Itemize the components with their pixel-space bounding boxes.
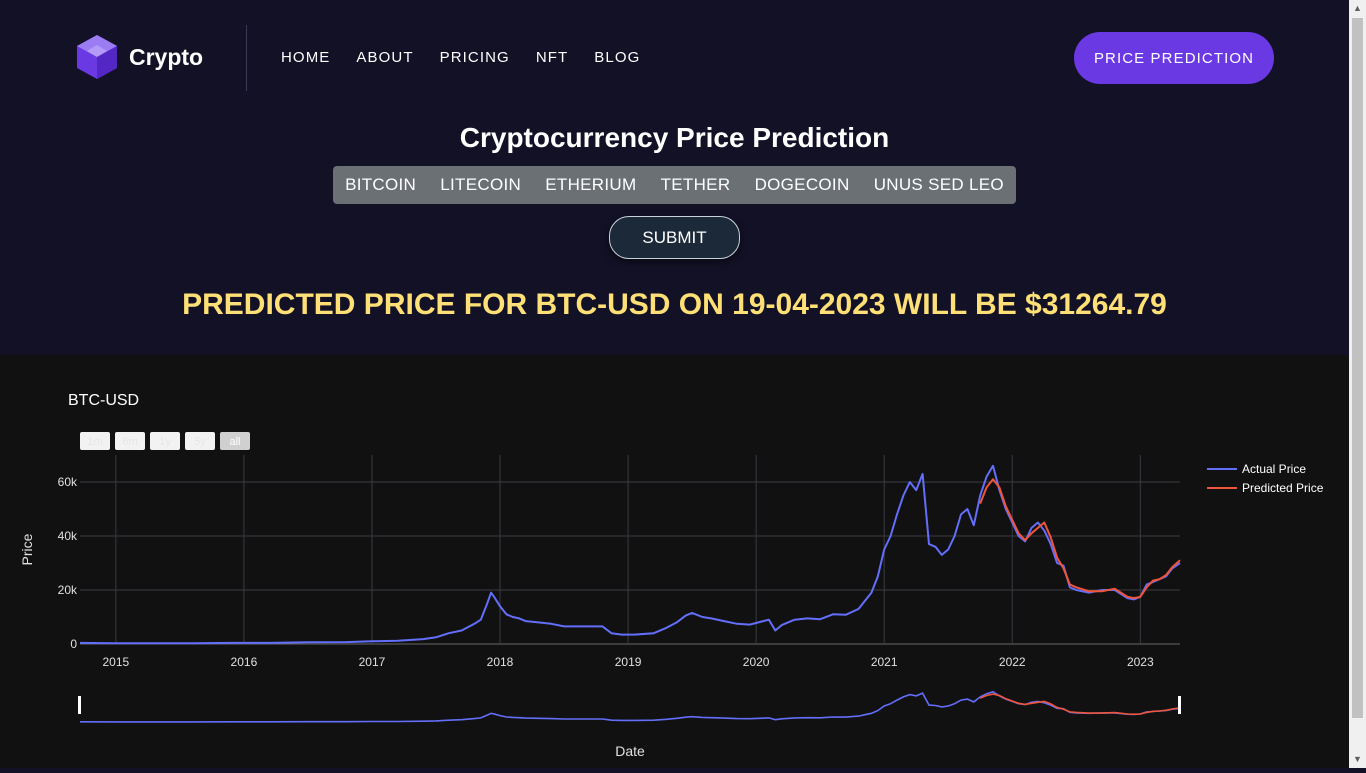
x-tick-label: 2018 [487, 655, 514, 669]
range-button-1y[interactable] [150, 432, 180, 450]
page-scrollbar[interactable]: ▲ ▼ [1349, 0, 1366, 768]
scroll-down-arrow-icon[interactable]: ▼ [1353, 754, 1362, 764]
main-nav: HOME ABOUT PRICING NFT BLOG [281, 49, 666, 66]
x-tick-label: 2019 [615, 655, 642, 669]
chart-title: BTC-USD [68, 392, 139, 409]
legend-entry: Actual Price [1242, 462, 1306, 476]
nav-home[interactable]: HOME [281, 49, 331, 66]
price-prediction-button[interactable]: PRICE PREDICTION [1074, 32, 1274, 84]
site-header: Crypto HOME ABOUT PRICING NFT BLOG PRICE… [0, 0, 1349, 355]
header-divider [246, 25, 247, 91]
y-axis-label: Price [19, 533, 35, 565]
y-tick-label: 60k [58, 475, 78, 489]
x-tick-label: 2022 [999, 655, 1026, 669]
x-tick-label: 2015 [103, 655, 130, 669]
range-button-label: 5y [194, 436, 206, 448]
price-chart[interactable]: BTC-USD 1m 6m 1y 5y all 0 20k 40k 60k 2015 2016 2017… [0, 355, 1349, 768]
prediction-result: PREDICTED PRICE FOR BTC-USD ON 19-04-202… [182, 288, 1167, 321]
logo-cube-icon [77, 35, 117, 79]
scroll-thumb[interactable] [1352, 18, 1363, 718]
x-tick-label: 2023 [1127, 655, 1154, 669]
range-button-label: 1y [159, 436, 171, 448]
chart-panel: BTC-USD 1m 6m 1y 5y all 0 20k 40k 60k 2015 2016 2017… [0, 355, 1349, 768]
y-tick-label: 20k [58, 583, 78, 597]
coin-selector: BITCOIN LITECOIN ETHERIUM TETHER DOGECOI… [333, 166, 1016, 204]
nav-blog[interactable]: BLOG [594, 49, 641, 66]
x-axis-label: Date [615, 743, 645, 759]
series-line-actual [79, 464, 1181, 645]
range-button-5y[interactable] [185, 432, 215, 450]
coin-tether[interactable]: TETHER [660, 175, 731, 194]
range-button-all[interactable] [220, 432, 250, 450]
scroll-up-arrow-icon[interactable]: ▲ [1353, 3, 1362, 13]
brand-name: Crypto [129, 43, 204, 70]
range-button-label: 6m [122, 436, 137, 448]
page-title: Cryptocurrency Price Prediction [459, 122, 890, 153]
submit-button[interactable]: SUBMIT [609, 216, 740, 259]
x-tick-label: 2017 [359, 655, 386, 669]
coin-etherium[interactable]: ETHERIUM [545, 175, 637, 194]
range-slider-series [79, 690, 1181, 723]
x-tick-label: 2020 [743, 655, 770, 669]
range-button-label: all [229, 436, 240, 448]
range-button-1m[interactable] [80, 432, 110, 450]
nav-pricing[interactable]: PRICING [439, 49, 510, 66]
range-slider-series [979, 693, 1181, 716]
x-tick-label: 2016 [231, 655, 258, 669]
y-tick-label: 40k [58, 529, 78, 543]
x-tick-label: 2021 [871, 655, 898, 669]
range-slider-right-handle[interactable] [1178, 696, 1181, 714]
coin-unus-sed-leo[interactable]: UNUS SED LEO [873, 175, 1004, 194]
legend-entry: Predicted Price [1242, 481, 1324, 495]
series-line-predicted [979, 478, 1181, 600]
nav-nft[interactable]: NFT [535, 49, 569, 66]
coin-dogecoin[interactable]: DOGECOIN [754, 175, 850, 194]
logo[interactable]: Crypto [75, 33, 203, 81]
range-button-label: 1m [87, 436, 102, 448]
coin-litecoin[interactable]: LITECOIN [440, 175, 522, 194]
nav-about[interactable]: ABOUT [356, 49, 414, 66]
coin-bitcoin[interactable]: BITCOIN [345, 175, 417, 194]
y-tick-label: 0 [70, 637, 77, 651]
range-button-6m[interactable] [115, 432, 145, 450]
range-slider-left-handle[interactable] [78, 696, 81, 714]
